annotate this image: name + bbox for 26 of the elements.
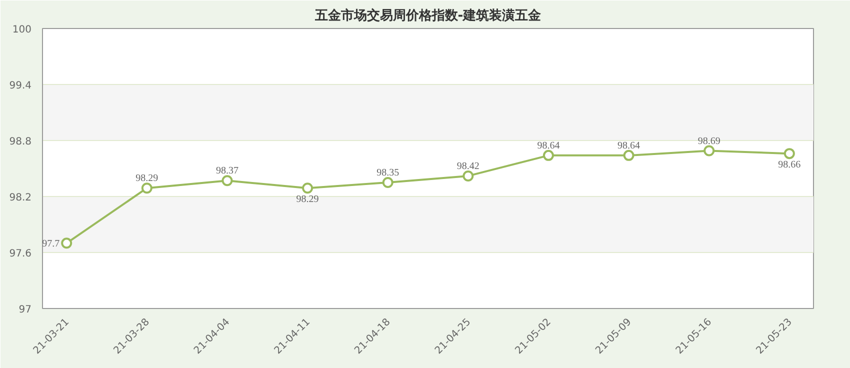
- y-tick-label: 97: [18, 304, 32, 316]
- data-label: 98.35: [376, 168, 400, 178]
- data-label: 98.29: [136, 173, 158, 184]
- y-tick-label: 97.6: [9, 248, 32, 260]
- data-label: 98.37: [216, 166, 238, 177]
- point: [623, 150, 634, 161]
- data-label: 98.69: [698, 136, 720, 147]
- point: [542, 150, 554, 161]
- point: [462, 170, 474, 182]
- point: [61, 238, 72, 249]
- point: [704, 145, 715, 156]
- point: [141, 182, 152, 194]
- point: [222, 175, 233, 186]
- data-label: 98.29: [296, 194, 319, 206]
- chart-title: 五金市场交易周价格指数-建筑装潢五金: [314, 8, 542, 24]
- point: [784, 148, 795, 160]
- point: [302, 182, 314, 194]
- y-tick-label: 98.2: [9, 192, 32, 204]
- y-tick-label: 100: [12, 24, 32, 36]
- point: [382, 177, 394, 188]
- data-label: 98.66: [778, 160, 801, 171]
- data-label: 98.42: [456, 160, 480, 172]
- data-label: 98.64: [537, 140, 560, 152]
- y-tick-label: 99.4: [9, 80, 32, 92]
- y-tick-label: 98.8: [9, 136, 32, 148]
- data-label: 98.64: [618, 140, 640, 152]
